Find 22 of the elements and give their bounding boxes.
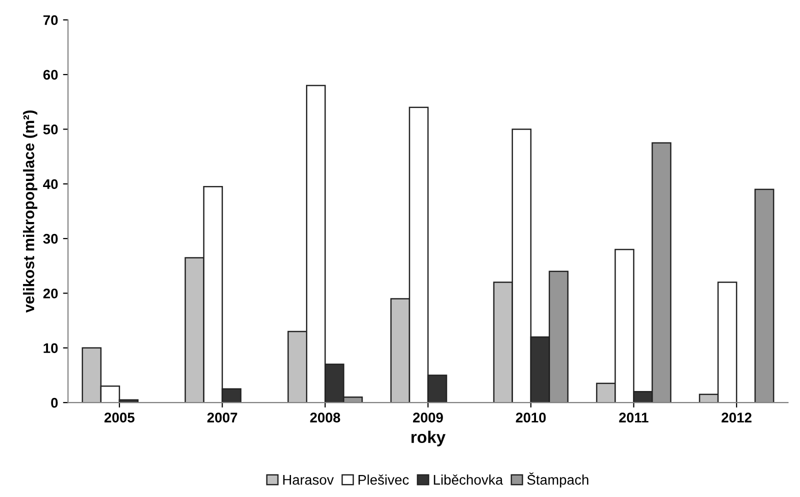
x-axis-title: roky [411, 430, 446, 446]
y-tick-label: 30 [43, 234, 58, 244]
x-tick-label: 2009 [413, 412, 443, 422]
y-tick-label: 70 [43, 15, 58, 26]
y-tick-label: 0 [51, 398, 58, 408]
y-tick-label: 60 [43, 70, 58, 80]
x-tick-label: 2008 [310, 412, 340, 422]
y-tick-label: 10 [44, 343, 58, 354]
bar [754, 188, 774, 403]
legend-label: Štampach [527, 472, 588, 488]
legend-label: Liběchovka [434, 474, 504, 485]
x-tick-label: 2012 [722, 412, 752, 422]
x-tick-label: 2011 [619, 412, 648, 422]
y-tick-label: 20 [43, 288, 58, 298]
legend-label: Plešivec [358, 474, 409, 485]
y-tick-label: 50 [43, 124, 58, 134]
y-axis-title: velikost mikropopulace (m²) [23, 110, 38, 313]
x-tick-label: 2007 [207, 412, 238, 422]
x-tick-label: 2010 [516, 412, 546, 422]
y-tick-label: 40 [43, 179, 58, 190]
legend-label: Harasov [283, 475, 334, 485]
x-tick-label: 2005 [104, 412, 134, 422]
